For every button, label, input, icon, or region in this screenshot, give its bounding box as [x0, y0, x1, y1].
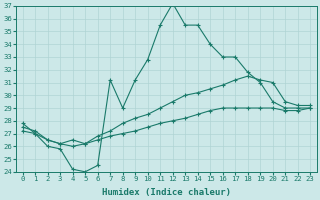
X-axis label: Humidex (Indice chaleur): Humidex (Indice chaleur) [102, 188, 231, 197]
